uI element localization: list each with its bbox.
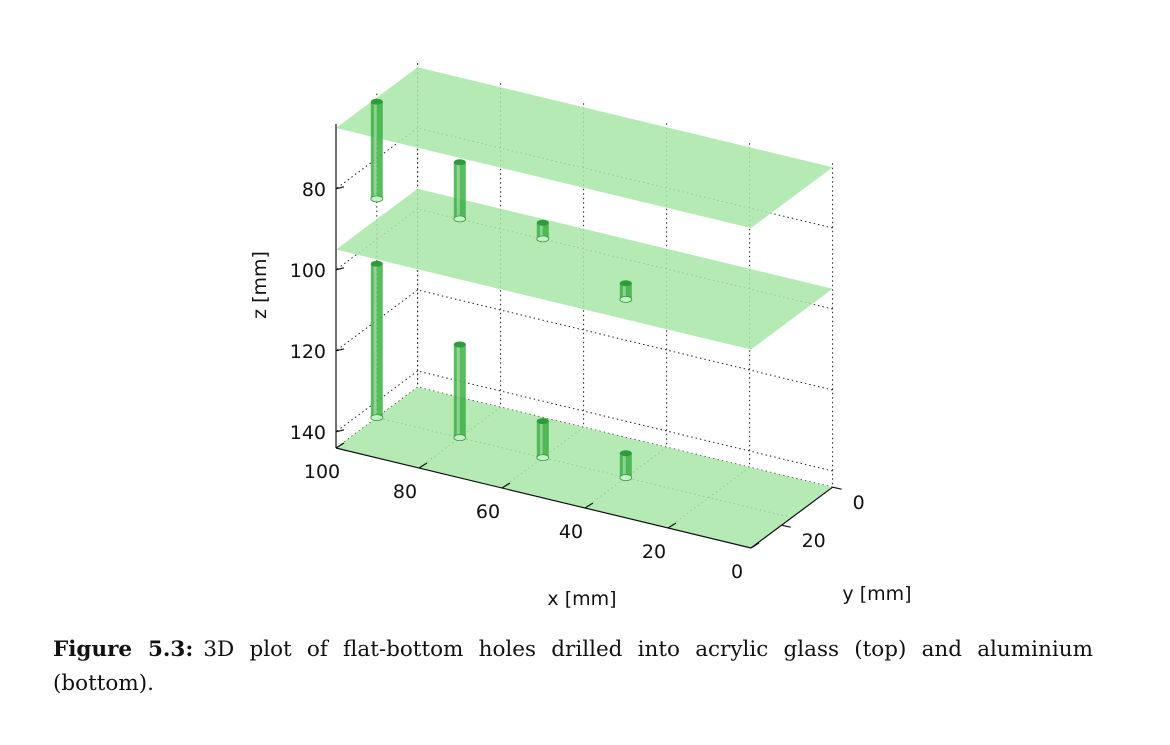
hole-cylinder xyxy=(370,260,384,422)
x-tick-label: 20 xyxy=(642,541,666,563)
hole-bottom xyxy=(536,235,550,243)
y-tick xyxy=(832,486,842,490)
x-tick xyxy=(584,502,594,509)
x-tick xyxy=(750,542,760,549)
hole-body xyxy=(370,263,383,418)
surface-plane xyxy=(336,188,833,350)
floor-grid-y xyxy=(417,386,833,488)
x-tick xyxy=(418,462,428,469)
hole-body xyxy=(370,101,383,199)
hole-top xyxy=(619,450,632,457)
x-tick xyxy=(667,522,677,529)
hole-bottom xyxy=(619,295,633,303)
figure-caption: Figure 5.3: 3D plot of flat-bottom holes … xyxy=(53,633,1093,701)
hole-bottom xyxy=(370,195,384,203)
hole-cylinder xyxy=(536,418,550,462)
hole-body xyxy=(536,222,549,239)
z-tick-label: 120 xyxy=(290,341,326,363)
y-tick-label: 0 xyxy=(853,492,865,514)
hole-highlight xyxy=(456,344,460,438)
z-tick xyxy=(335,186,345,190)
hole-highlight xyxy=(622,453,626,478)
hole-top xyxy=(536,219,549,226)
z-axis-label: z [mm] xyxy=(249,251,271,319)
x-tick xyxy=(335,442,345,449)
axes xyxy=(335,124,842,549)
hole-bottom xyxy=(453,215,467,223)
z-tick xyxy=(335,348,345,352)
y-tick-label: 20 xyxy=(802,530,826,552)
x-tick xyxy=(501,482,511,489)
z-tick-label: 100 xyxy=(290,260,326,282)
x-axis-label: x [mm] xyxy=(547,588,616,610)
hole-bottom xyxy=(536,454,550,462)
x-tick-label: 80 xyxy=(393,481,417,503)
holes xyxy=(370,98,633,482)
z-tick-label: 140 xyxy=(290,422,326,444)
hole-highlight xyxy=(456,162,460,219)
z-tick xyxy=(335,429,345,433)
hole-highlight xyxy=(373,263,377,418)
grid-line-z xyxy=(417,370,833,472)
hole-cylinder xyxy=(619,280,633,303)
x-tick-label: 100 xyxy=(304,461,340,483)
3d-figure: 80 100 120 140 100 80 60 40 20 0 0 20 x [mm] y [mm]… xyxy=(249,63,912,610)
hole-top xyxy=(453,159,466,166)
x-tick-label: 0 xyxy=(731,561,743,583)
hole-highlight xyxy=(539,222,543,239)
hole-body xyxy=(619,283,632,300)
y-axis-line xyxy=(750,486,833,549)
hole-top xyxy=(619,280,632,287)
hole-cylinder xyxy=(370,98,384,203)
tick-labels: 80 100 120 140 100 80 60 40 20 0 0 20 xyxy=(290,179,865,583)
caption-text: 3D plot of flat-bottom holes drilled int… xyxy=(53,637,1093,696)
hole-body xyxy=(453,162,466,219)
hole-bottom xyxy=(453,434,467,442)
surface-planes xyxy=(336,67,833,548)
hole-body xyxy=(536,421,549,458)
hole-top xyxy=(453,341,466,348)
hole-body xyxy=(453,344,466,438)
hole-top xyxy=(370,98,383,105)
surface-plane xyxy=(336,387,833,548)
hole-highlight xyxy=(622,283,626,300)
caption-label: Figure 5.3: xyxy=(53,637,194,662)
x-axis-line xyxy=(335,447,752,549)
hole-cylinder xyxy=(453,159,467,223)
hole-highlight xyxy=(539,421,543,458)
hole-body xyxy=(619,453,632,478)
hole-cylinder xyxy=(619,450,633,482)
hole-highlight xyxy=(373,101,377,199)
grid-line-z xyxy=(417,289,833,391)
z-tick xyxy=(335,267,345,271)
z-tick-label: 80 xyxy=(302,179,326,201)
hole-top xyxy=(536,418,549,425)
hole-bottom xyxy=(370,414,384,422)
x-tick-label: 60 xyxy=(476,501,500,523)
surface-plane xyxy=(336,67,833,229)
hole-top xyxy=(370,260,383,267)
hole-cylinder xyxy=(453,341,467,442)
y-axis-label: y [mm] xyxy=(842,583,911,605)
hole-bottom xyxy=(619,474,633,482)
hole-cylinder xyxy=(536,219,550,243)
x-tick-label: 40 xyxy=(559,521,583,543)
y-tick xyxy=(781,524,791,528)
